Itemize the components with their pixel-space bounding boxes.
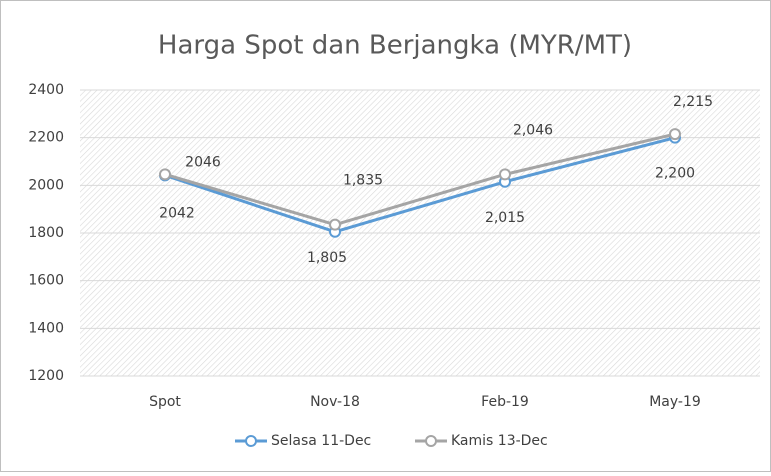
data-label: 2,200 (655, 166, 695, 182)
legend-label: Kamis 13-Dec (451, 433, 548, 449)
x-tick-label: Nov-18 (310, 394, 360, 410)
series-line (164, 136, 676, 234)
chart-title: Harga Spot dan Berjangka (MYR/MT) (158, 31, 632, 61)
series-line (164, 132, 676, 227)
data-label: 1,835 (343, 173, 383, 189)
data-point (159, 168, 171, 181)
y-tick-label: 2000 (28, 177, 64, 193)
data-label: 2,215 (673, 94, 713, 110)
x-tick-label: Spot (149, 394, 181, 410)
data-point (669, 128, 681, 141)
data-label: 2,046 (513, 122, 553, 138)
y-tick-label: 1200 (28, 368, 64, 384)
data-point (499, 168, 511, 181)
data-label: 2,015 (485, 210, 525, 226)
data-point (329, 218, 341, 231)
data-label: 1,805 (307, 250, 347, 266)
data-label: 2042 (159, 205, 195, 221)
legend-label: Selasa 11-Dec (271, 433, 371, 449)
y-tick-label: 1400 (28, 320, 64, 336)
data-label: 2046 (185, 154, 221, 170)
legend-marker (245, 435, 257, 447)
x-tick-label: Feb-19 (481, 394, 529, 410)
y-tick-label: 1600 (28, 273, 64, 289)
y-tick-label: 2400 (28, 82, 64, 98)
y-tick-label: 2200 (28, 130, 64, 146)
legend-marker (425, 435, 437, 447)
x-tick-label: May-19 (649, 394, 701, 410)
y-tick-label: 1800 (28, 225, 64, 241)
